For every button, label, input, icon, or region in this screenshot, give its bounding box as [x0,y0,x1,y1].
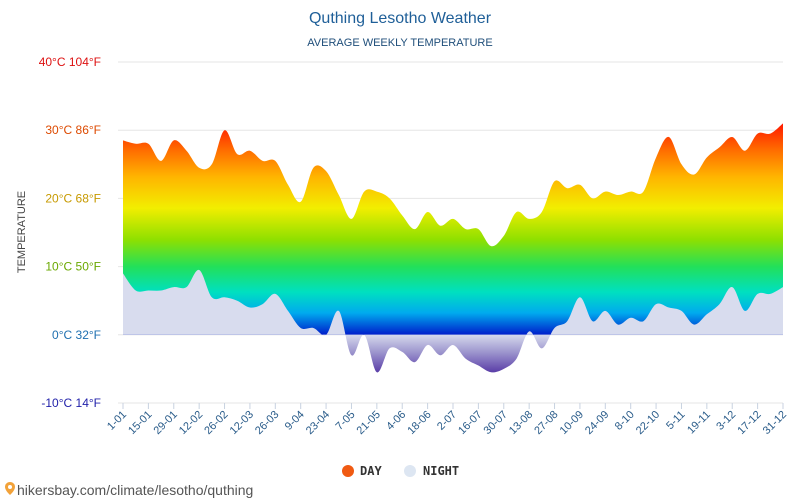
day-series-area [123,123,783,335]
x-tick-label: 13-08 [507,409,535,437]
legend-day-marker[interactable] [342,465,354,477]
y-tick-label: 40°C 104°F [39,55,101,69]
x-tick-label: 21-05 [355,409,383,437]
chart-title: Quthing Lesotho Weather [309,10,492,27]
y-tick-label: 30°C 86°F [45,123,101,137]
x-tick-label: 26-03 [253,409,281,437]
legend: DAY NIGHT [342,464,459,478]
y-axis-ticks: 40°C 104°F 30°C 86°F 20°C 68°F 10°C 50°F 0°C… [39,55,101,410]
x-tick-label: 24-09 [583,409,611,437]
x-tick-label: 27-08 [532,409,560,437]
legend-day-label[interactable]: DAY [360,464,382,478]
y-axis-label: TEMPERATURE [16,191,28,273]
credit-link[interactable]: hikersbay.com/climate/lesotho/quthing [5,482,253,498]
x-tick-label: 12-03 [228,409,256,437]
y-tick-label: -10°C 14°F [41,396,101,410]
chart-subtitle: AVERAGE WEEKLY TEMPERATURE [307,37,492,49]
legend-night-label[interactable]: NIGHT [423,464,459,478]
x-tick-label: 31-12 [761,409,789,437]
credit-text[interactable]: hikersbay.com/climate/lesotho/quthing [17,482,253,498]
map-pin-icon [5,482,15,495]
x-tick-label: 17-12 [735,409,763,437]
y-tick-label: 0°C 32°F [52,328,101,342]
x-tick-label: 5-11 [664,409,687,432]
x-tick-label: 22-10 [634,409,662,437]
x-tick-label: 26-02 [202,409,230,437]
x-tick-label: 15-01 [126,409,154,437]
night-series-area [123,269,783,373]
x-tick-label: 12-02 [177,409,205,437]
x-tick-label: 23-04 [304,409,332,437]
x-tick-label: 16-07 [456,409,484,437]
x-tick-label: 30-07 [482,409,510,437]
x-tick-label: 10-09 [558,409,586,437]
y-tick-label: 10°C 50°F [45,260,101,274]
x-tick-label: 29-01 [152,409,180,437]
x-tick-label: 19-11 [685,409,713,437]
y-tick-label: 20°C 68°F [45,191,101,205]
x-tick-label: 18-06 [405,409,433,437]
legend-night-marker[interactable] [404,465,416,477]
